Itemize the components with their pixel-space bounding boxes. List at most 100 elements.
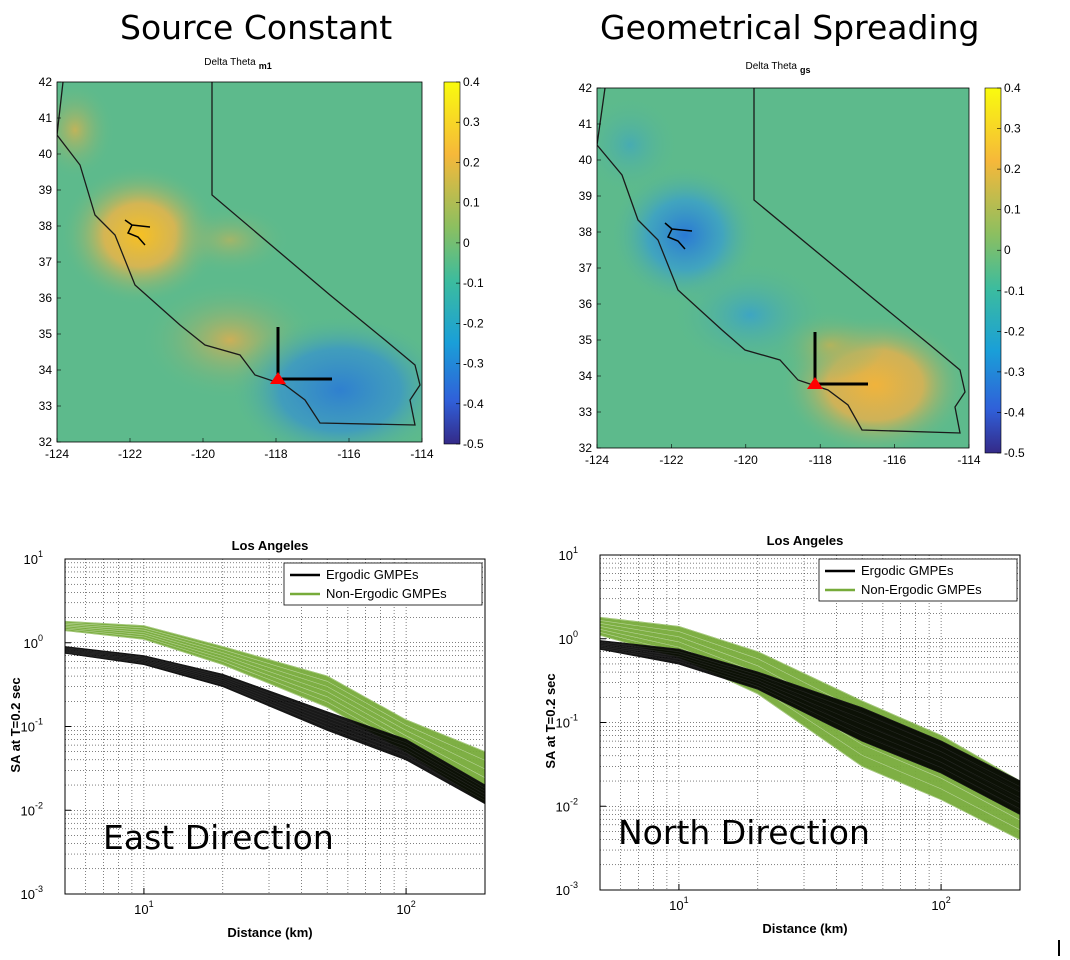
colorbar-tick-label: -0.3 xyxy=(463,357,484,371)
bay-area-outline xyxy=(124,219,151,246)
non-ergodic-curve xyxy=(599,617,1021,782)
colorbar-tick-label: 0 xyxy=(463,236,470,250)
ergodic-curve xyxy=(599,648,1021,815)
map-y-tick-label: 37 xyxy=(39,255,53,269)
ergodic-curve xyxy=(64,652,486,804)
map-y-tick-label: 35 xyxy=(39,327,53,341)
x-tick-label: 102 xyxy=(931,895,950,913)
non-ergodic-curve xyxy=(64,625,486,778)
map-y-tick-label: 33 xyxy=(579,405,593,419)
colorbar-tick-label: 0.3 xyxy=(463,115,480,129)
colorbar xyxy=(443,81,461,445)
x-axis-label: Distance (km) xyxy=(227,925,312,940)
map-y-tick-label: 36 xyxy=(39,291,53,305)
map-x-axis: -124 -122 -120 -118 -116 -114 xyxy=(585,444,981,467)
colorbar-tick-label: -0.1 xyxy=(1004,284,1025,298)
axis-ticks: 101 102 101 100 10-1 10-2 10-3 xyxy=(21,549,416,917)
map-y-axis: 42 41 40 39 38 37 36 35 34 33 32 xyxy=(579,81,601,455)
map-y-tick-label: 39 xyxy=(39,183,53,197)
y-tick-label: 10-2 xyxy=(21,800,43,818)
map-y-tick-label: 41 xyxy=(39,111,53,125)
map-x-tick-label: -114 xyxy=(957,453,980,467)
colorbar-tick-label: -0.2 xyxy=(1004,324,1025,338)
bay-area-outline xyxy=(664,222,693,250)
colorbar-tick-label: -0.1 xyxy=(463,276,484,290)
map-x-tick-label: -116 xyxy=(883,453,906,467)
epicenter-marker xyxy=(270,372,286,384)
map-title: Delta Theta m1 xyxy=(204,57,272,71)
edge-mark xyxy=(1058,940,1060,956)
plot-title: Los Angeles xyxy=(232,538,309,553)
hotspot-bay-area xyxy=(60,165,220,305)
x-axis-label: Distance (km) xyxy=(762,921,847,936)
map-x-tick-label: -118 xyxy=(809,453,832,467)
ergodic-curve xyxy=(64,651,486,801)
colorbar-tick-label: -0.3 xyxy=(1004,365,1025,379)
map-x-tick-label: -122 xyxy=(659,453,683,467)
colorbar-tick-label: 0.2 xyxy=(1004,162,1021,176)
x-tick-label: 102 xyxy=(396,899,415,917)
y-tick-label: 100 xyxy=(559,629,578,647)
map-y-tick-label: 38 xyxy=(39,219,53,233)
colorbar-tick-label: 0.1 xyxy=(463,196,480,210)
map-x-tick-label: -124 xyxy=(45,447,69,461)
right-section-title: Geometrical Spreading xyxy=(600,8,980,47)
colorbar-tick-label: 0.4 xyxy=(1004,81,1021,95)
map-source-constant: Delta Theta m1 42 41 40 39 38 37 36 35 34 33 32 -12… xyxy=(39,57,484,461)
map-x-tick-label: -122 xyxy=(118,447,142,461)
legend-box xyxy=(818,558,1018,602)
plot-east-direction: Los Angeles 101 102 101 100 10-1 10-2 10-3 Erg… xyxy=(8,538,486,940)
map-y-tick-label: 32 xyxy=(579,441,593,455)
map-x-tick-label: -120 xyxy=(734,453,758,467)
california-outline xyxy=(597,88,966,434)
epicenter-marker xyxy=(807,377,823,389)
map-y-tick-label: 41 xyxy=(579,117,593,131)
colorbar-tick-label: -0.5 xyxy=(463,437,484,451)
ergodic-curve xyxy=(599,643,1021,793)
map-y-tick-label: 40 xyxy=(39,147,53,161)
hotspot-north-coast xyxy=(57,82,115,180)
hotspot-north-coast xyxy=(597,95,680,195)
colorbar-ticks: 0.4 0.3 0.2 0.1 0 -0.1 -0.2 -0.3 -0.4 -0.5 xyxy=(997,81,1025,460)
ergodic-curve xyxy=(599,640,1021,782)
ergodic-curve xyxy=(64,650,486,798)
map-y-tick-label: 39 xyxy=(579,189,593,203)
california-outline xyxy=(57,82,421,426)
y-tick-label: 10-3 xyxy=(556,880,578,898)
y-axis-label: SA at T=0.2 sec xyxy=(543,673,558,768)
map-x-tick-label: -116 xyxy=(337,447,360,461)
map-y-tick-label: 34 xyxy=(579,369,593,383)
colorbar-tick-label: 0.1 xyxy=(1004,203,1021,217)
map-x-tick-label: -120 xyxy=(191,447,215,461)
axis-ticks: 101 102 101 100 10-1 10-2 10-3 xyxy=(556,545,951,913)
colorbar-tick-label: -0.2 xyxy=(463,316,484,330)
colorbar-tick-label: 0.2 xyxy=(463,155,480,169)
map-y-axis: 42 41 40 39 38 37 36 35 34 33 32 xyxy=(39,75,61,449)
y-tick-label: 10-3 xyxy=(21,884,43,902)
plot-north-direction: Los Angeles 101 102 101 100 10-1 10-2 10-3 Erg… xyxy=(543,533,1021,936)
non-ergodic-curve xyxy=(599,635,1021,840)
map-y-tick-label: 42 xyxy=(579,81,593,95)
map-y-tick-label: 32 xyxy=(39,435,53,449)
colorbar xyxy=(984,87,1002,454)
legend-label-non-ergodic: Non-Ergodic GMPEs xyxy=(326,586,447,601)
colorbar-tick-label: -0.4 xyxy=(1004,405,1025,419)
map-y-tick-label: 37 xyxy=(579,261,593,275)
ergodic-curve xyxy=(64,649,486,795)
legend-label-ergodic: Ergodic GMPEs xyxy=(861,563,954,578)
map-y-tick-label: 34 xyxy=(39,363,53,377)
non-ergodic-curve xyxy=(64,622,486,761)
map-x-axis: -124 -122 -120 -118 -116 -114 xyxy=(45,438,434,461)
map-x-tick-label: -118 xyxy=(264,447,287,461)
ergodic-curve xyxy=(599,644,1021,798)
series-bands xyxy=(64,620,486,805)
hotspot-valley xyxy=(170,205,290,275)
plot-title: Los Angeles xyxy=(767,533,844,548)
ergodic-curve xyxy=(64,648,486,792)
y-tick-label: 10-1 xyxy=(556,713,578,731)
y-tick-label: 10-1 xyxy=(21,717,43,735)
y-tick-label: 10-2 xyxy=(556,796,578,814)
map-y-tick-label: 42 xyxy=(39,75,53,89)
map-x-tick-label: -114 xyxy=(410,447,433,461)
legend: Ergodic GMPEs Non-Ergodic GMPEs xyxy=(818,558,1018,602)
